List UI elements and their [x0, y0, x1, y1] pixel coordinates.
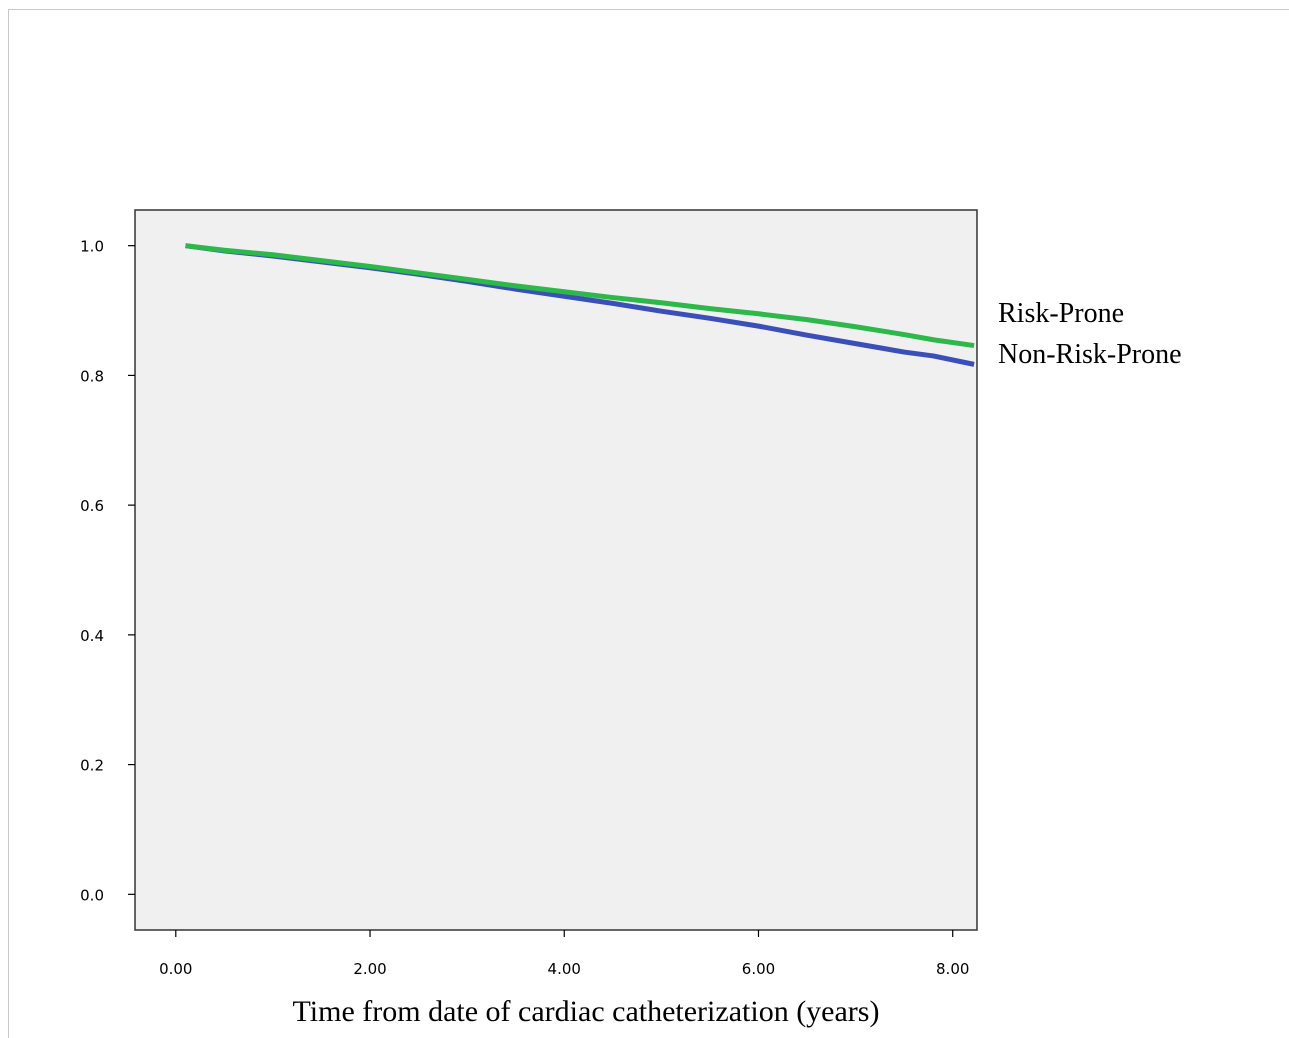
series-labels: Risk-Prone Non-Risk-Prone [998, 298, 1182, 370]
y-tick-label: 0.0 [80, 886, 104, 904]
y-axis: 0.0 0.2 0.4 0.6 0.8 1.0 [80, 238, 135, 904]
x-tick-label: 6.00 [742, 960, 775, 978]
y-tick-label: 0.2 [80, 757, 104, 775]
x-tick-label: 8.00 [936, 960, 969, 978]
series-label-non-risk-prone: Non-Risk-Prone [998, 339, 1182, 370]
series-line-risk-prone [185, 243, 975, 349]
y-tick-label: 1.0 [80, 238, 104, 256]
frame-top-border [8, 9, 1289, 10]
series-layer [185, 243, 975, 367]
series-label-risk-prone: Risk-Prone [998, 298, 1124, 329]
x-tick-label: 2.00 [353, 960, 386, 978]
x-tick-label: 4.00 [548, 960, 581, 978]
x-axis-title: Time from date of cardiac catheterizatio… [293, 995, 880, 1028]
x-tick-label: 0.00 [159, 960, 192, 978]
y-tick-label: 0.6 [80, 497, 104, 515]
y-tick-label: 0.4 [80, 627, 104, 645]
y-tick-label: 0.8 [80, 367, 104, 385]
x-axis: 0.00 2.00 4.00 6.00 8.00 [159, 930, 969, 978]
frame-left-border [8, 9, 9, 1038]
plot-area [134, 209, 978, 931]
